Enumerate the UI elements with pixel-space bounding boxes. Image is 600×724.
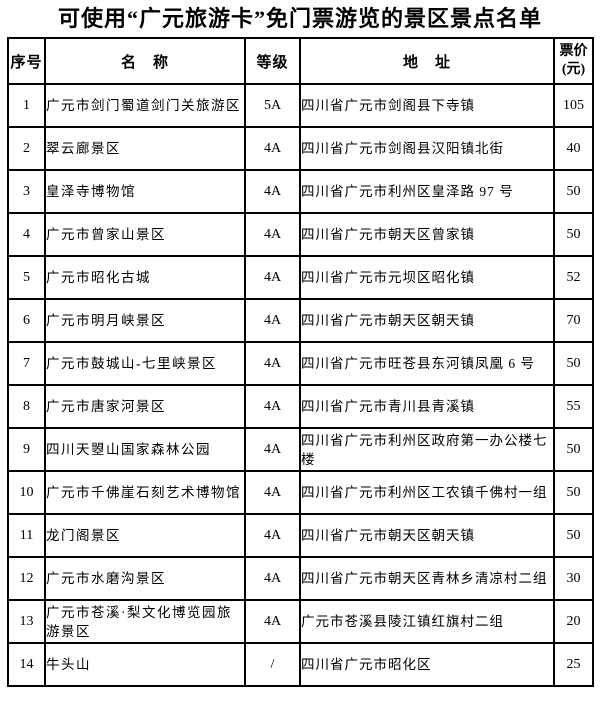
cell-address: 四川省广元市利州区政府第一办公楼七楼 [299,427,555,472]
page-title: 可使用“广元旅游卡”免门票游览的景区景点名单 [57,6,542,31]
table-row: 1 广元市剑门蜀道剑门关旅游区 5A 四川省广元市剑阁县下寺镇 105 [7,83,594,128]
cell-grade: 5A [244,83,301,128]
cell-grade: 4A [244,599,301,644]
table-row: 6 广元市明月峡景区 4A 四川省广元市朝天区朝天镇 70 [7,298,594,343]
cell-index: 3 [7,169,46,214]
cell-name: 龙门阁景区 [44,513,246,558]
cell-name: 广元市唐家河景区 [44,384,246,429]
table-row: 11 龙门阁景区 4A 四川省广元市朝天区朝天镇 50 [7,513,594,558]
cell-address: 四川省广元市利州区工农镇千佛村一组 [299,470,555,515]
table-row: 4 广元市曾家山景区 4A 四川省广元市朝天区曾家镇 50 [7,212,594,257]
cell-price: 50 [553,470,594,515]
cell-address: 四川省广元市朝天区青林乡清凉村二组 [299,556,555,601]
cell-index: 9 [7,427,46,472]
header-grade: 等级 [244,37,301,85]
cell-grade: 4A [244,513,301,558]
cell-price: 40 [553,126,594,171]
cell-name: 皇泽寺博物馆 [44,169,246,214]
cell-index: 13 [7,599,46,644]
cell-address: 四川省广元市元坝区昭化镇 [299,255,555,300]
cell-grade: 4A [244,384,301,429]
table-row: 14 牛头山 / 四川省广元市昭化区 25 [7,642,594,687]
cell-address: 四川省广元市旺苍县东河镇凤凰 6 号 [299,341,555,386]
cell-price: 50 [553,427,594,472]
cell-grade: 4A [244,556,301,601]
cell-name: 广元市鼓城山-七里峡景区 [44,341,246,386]
cell-index: 12 [7,556,46,601]
cell-price: 20 [553,599,594,644]
cell-grade: 4A [244,255,301,300]
cell-grade: 4A [244,341,301,386]
cell-name: 广元市曾家山景区 [44,212,246,257]
cell-grade: 4A [244,298,301,343]
cell-address: 四川省广元市青川县青溪镇 [299,384,555,429]
cell-index: 7 [7,341,46,386]
table-row: 10 广元市千佛崖石刻艺术博物馆 4A 四川省广元市利州区工农镇千佛村一组 50 [7,470,594,515]
header-price-line1: 票价 [559,44,588,59]
table-row: 12 广元市水磨沟景区 4A 四川省广元市朝天区青林乡清凉村二组 30 [7,556,594,601]
cell-grade: 4A [244,169,301,214]
table-row: 13 广元市苍溪·梨文化博览园旅游景区 4A 广元市苍溪县陵江镇红旗村二组 20 [7,599,594,644]
cell-price: 25 [553,642,594,687]
cell-index: 6 [7,298,46,343]
scenic-spots-table: 序号 名 称 等级 地 址 票价 (元) 1 广元市剑门蜀道剑门关旅游区 5A … [7,37,594,687]
cell-address: 四川省广元市朝天区曾家镇 [299,212,555,257]
table-row: 8 广元市唐家河景区 4A 四川省广元市青川县青溪镇 55 [7,384,594,429]
header-row: 序号 名 称 等级 地 址 票价 (元) [7,37,594,85]
header-price-line2: (元) [561,62,586,77]
cell-address: 广元市苍溪县陵江镇红旗村二组 [299,599,555,644]
cell-price: 70 [553,298,594,343]
cell-price: 50 [553,212,594,257]
cell-price: 105 [553,83,594,128]
cell-grade: / [244,642,301,687]
cell-name: 广元市明月峡景区 [44,298,246,343]
header-index: 序号 [7,37,46,85]
table-row: 3 皇泽寺博物馆 4A 四川省广元市利州区皇泽路 97 号 50 [7,169,594,214]
cell-address: 四川省广元市剑阁县下寺镇 [299,83,555,128]
cell-address: 四川省广元市利州区皇泽路 97 号 [299,169,555,214]
cell-price: 50 [553,513,594,558]
cell-name: 广元市千佛崖石刻艺术博物馆 [44,470,246,515]
table-row: 2 翠云廊景区 4A 四川省广元市剑阁县汉阳镇北街 40 [7,126,594,171]
cell-address: 四川省广元市朝天区朝天镇 [299,298,555,343]
header-address: 地 址 [299,37,555,85]
cell-grade: 4A [244,427,301,472]
cell-price: 50 [553,169,594,214]
cell-name: 牛头山 [44,642,246,687]
cell-price: 50 [553,341,594,386]
cell-name: 广元市苍溪·梨文化博览园旅游景区 [44,599,246,644]
cell-address: 四川省广元市昭化区 [299,642,555,687]
cell-price: 55 [553,384,594,429]
header-price: 票价 (元) [553,37,594,85]
cell-grade: 4A [244,470,301,515]
cell-address: 四川省广元市剑阁县汉阳镇北街 [299,126,555,171]
table-row: 5 广元市昭化古城 4A 四川省广元市元坝区昭化镇 52 [7,255,594,300]
cell-index: 2 [7,126,46,171]
cell-name: 广元市水磨沟景区 [44,556,246,601]
cell-index: 8 [7,384,46,429]
cell-name: 广元市剑门蜀道剑门关旅游区 [44,83,246,128]
cell-index: 10 [7,470,46,515]
cell-index: 5 [7,255,46,300]
cell-index: 14 [7,642,46,687]
cell-index: 1 [7,83,46,128]
table-row: 7 广元市鼓城山-七里峡景区 4A 四川省广元市旺苍县东河镇凤凰 6 号 50 [7,341,594,386]
cell-grade: 4A [244,126,301,171]
cell-index: 11 [7,513,46,558]
cell-price: 30 [553,556,594,601]
cell-index: 4 [7,212,46,257]
cell-name: 翠云廊景区 [44,126,246,171]
cell-grade: 4A [244,212,301,257]
cell-name: 四川天曌山国家森林公园 [44,427,246,472]
cell-name: 广元市昭化古城 [44,255,246,300]
header-name: 名 称 [44,37,246,85]
cell-price: 52 [553,255,594,300]
table-row: 9 四川天曌山国家森林公园 4A 四川省广元市利州区政府第一办公楼七楼 50 [7,427,594,472]
cell-address: 四川省广元市朝天区朝天镇 [299,513,555,558]
